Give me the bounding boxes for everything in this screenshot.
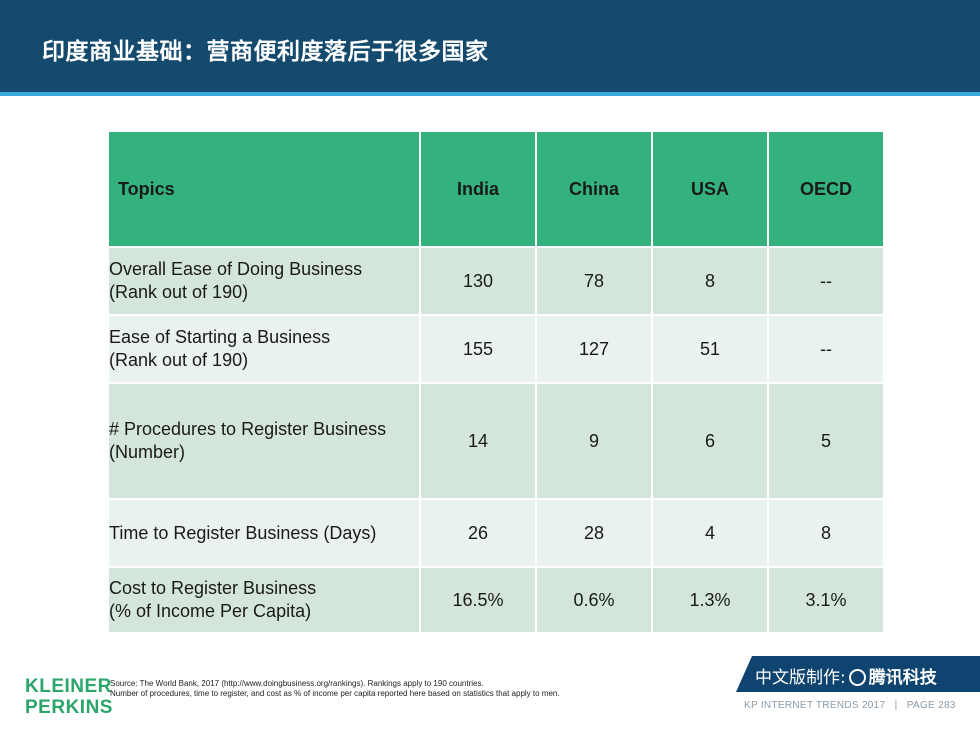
cell-usa: 1.3% [651,566,769,634]
cell-oecd: 8 [767,498,885,568]
header-india: India [419,130,537,248]
table-row: Cost to Register Business (% of Income Pe… [107,566,885,634]
cell-usa: 8 [651,246,769,316]
topic-line-2: (Rank out of 190) [109,350,249,370]
cell-usa: 51 [651,314,769,384]
tencent-logo-icon [848,669,866,686]
cell-usa: 4 [651,498,769,568]
cell-oecd: 3.1% [767,566,885,634]
page-title: 印度商业基础：营商便利度落后于很多国家 [42,39,489,65]
row-topic: Time to Register Business (Days) [107,498,421,568]
cell-india: 155 [419,314,537,384]
table-row: Ease of Starting a Business (Rank out of … [107,314,885,384]
topic-line-1: # Procedures to Register Business [109,419,387,439]
topic-line-2: (Number) [109,442,186,462]
table-row: # Procedures to Register Business (Number… [107,382,885,500]
topic-line-1: Ease of Starting a Business [109,327,331,347]
topic-line-1: Cost to Register Business [109,578,317,598]
cell-india: 130 [419,246,537,316]
topic-line-2: (% of Income Per Capita) [109,601,312,621]
table-row: Time to Register Business (Days) 26 28 4… [107,498,885,568]
logo-line-2: PERKINS [25,697,113,718]
source-line-1: Source: The World Bank, 2017 (http://www… [110,679,484,688]
cell-oecd: 5 [767,382,885,500]
header-stripe [0,92,980,96]
translation-badge-text: 中文版制作: 腾讯科技 [755,663,937,688]
cell-oecd: -- [767,314,885,384]
page-info: KP INTERNET TRENDS 2017 | PAGE 283 [744,700,956,711]
row-topic: # Procedures to Register Business (Number… [107,382,421,500]
row-topic: Cost to Register Business (% of Income Pe… [107,566,421,634]
cell-china: 28 [535,498,653,568]
cell-india: 16.5% [419,566,537,634]
row-topic: Overall Ease of Doing Business (Rank out … [107,246,421,316]
topic-line-2: (Rank out of 190) [109,282,249,302]
cell-usa: 6 [651,382,769,500]
table-row: Overall Ease of Doing Business (Rank out … [107,246,885,316]
table-header-row: Topics India China USA OECD [107,130,885,248]
cell-china: 78 [535,246,653,316]
topic-line-1: Time to Register Business (Days) [109,522,377,543]
cell-india: 26 [419,498,537,568]
cell-china: 0.6% [535,566,653,634]
badge-prefix: 中文版制作: [755,668,846,688]
header-bar [0,0,980,92]
header-topics: Topics [107,130,421,248]
header-china: China [535,130,653,248]
row-topic: Ease of Starting a Business (Rank out of … [107,314,421,384]
header-oecd: OECD [767,130,885,248]
cell-china: 127 [535,314,653,384]
logo-line-1: KLEINER [25,676,112,697]
cell-india: 14 [419,382,537,500]
header-usa: USA [651,130,769,248]
source-note: Source: The World Bank, 2017 (http://www… [110,679,560,699]
badge-brand: 腾讯科技 [868,668,937,688]
topic-line-1: Overall Ease of Doing Business [109,259,363,279]
kleiner-perkins-logo: KLEINER PERKINS [25,676,113,718]
cell-china: 9 [535,382,653,500]
cell-oecd: -- [767,246,885,316]
source-line-2: Number of procedures, time to register, … [110,689,560,698]
data-table: Topics India China USA OECD Overall Ease… [107,130,885,634]
